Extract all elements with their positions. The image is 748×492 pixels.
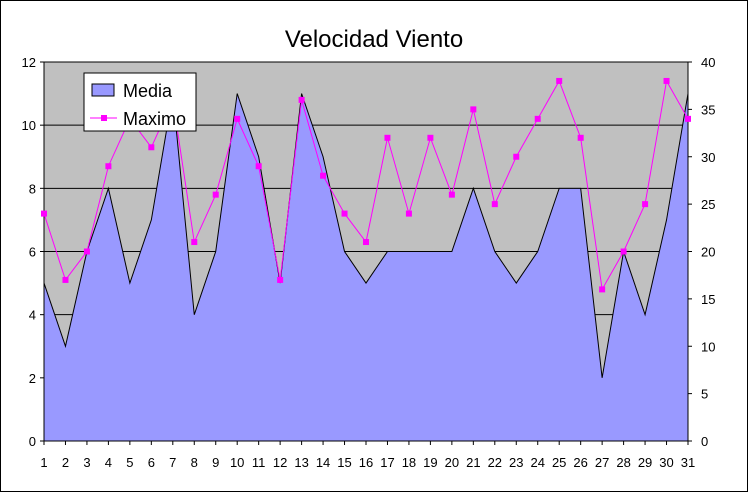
right-tick-label-35: 35 <box>701 102 715 117</box>
x-tick-label-26: 26 <box>573 455 587 470</box>
maximo-point-21 <box>470 106 477 113</box>
maximo-point-23 <box>513 153 520 160</box>
left-tick-label-10: 10 <box>22 118 36 133</box>
left-tick-label-4: 4 <box>29 308 36 323</box>
maximo-point-4 <box>105 163 112 170</box>
right-tick-label-40: 40 <box>701 55 715 70</box>
x-tick-label-23: 23 <box>509 455 523 470</box>
x-tick-label-9: 9 <box>212 455 219 470</box>
legend-swatch-media <box>91 83 115 97</box>
maximo-point-25 <box>556 77 563 84</box>
maximo-point-15 <box>341 210 348 217</box>
chart-title: Velocidad Viento <box>285 26 463 53</box>
x-tick-label-24: 24 <box>530 455 544 470</box>
maximo-point-10 <box>234 115 241 122</box>
x-tick-label-30: 30 <box>659 455 673 470</box>
x-tick-label-16: 16 <box>359 455 373 470</box>
maximo-point-29 <box>642 201 649 208</box>
maximo-point-28 <box>620 248 627 255</box>
left-tick-label-2: 2 <box>29 371 36 386</box>
maximo-markers <box>41 77 691 293</box>
x-tick-label-19: 19 <box>423 455 437 470</box>
maximo-point-20 <box>448 191 455 198</box>
legend-box <box>83 72 197 132</box>
right-tick-label-25: 25 <box>701 197 715 212</box>
right-axis: 0 5 10 15 20 25 30 35 40 <box>687 55 715 449</box>
right-tick-label-0: 0 <box>701 434 708 449</box>
x-tick-label-29: 29 <box>638 455 652 470</box>
right-tick-label-5: 5 <box>701 387 708 402</box>
legend-label-media: Media <box>123 81 173 101</box>
maximo-point-3 <box>83 248 90 255</box>
maximo-point-13 <box>298 96 305 103</box>
right-tick-label-20: 20 <box>701 245 715 260</box>
legend-label-maximo: Maximo <box>123 109 186 129</box>
maximo-point-18 <box>405 210 412 217</box>
x-tick-label-3: 3 <box>83 455 90 470</box>
x-tick-label-20: 20 <box>445 455 459 470</box>
x-tick-label-22: 22 <box>488 455 502 470</box>
maximo-point-6 <box>148 144 155 151</box>
maximo-point-14 <box>320 172 327 179</box>
left-tick-label-6: 6 <box>29 245 36 260</box>
legend-marker-maximo <box>101 115 107 121</box>
media-area <box>43 93 689 442</box>
x-tick-label-1: 1 <box>40 455 47 470</box>
left-tick-label-8: 8 <box>29 181 36 196</box>
x-tick-label-14: 14 <box>316 455 330 470</box>
maximo-point-19 <box>427 134 434 141</box>
maximo-point-1 <box>41 210 47 217</box>
x-tick-label-27: 27 <box>595 455 609 470</box>
x-tick-label-18: 18 <box>402 455 416 470</box>
left-axis: 0 2 4 6 8 10 12 <box>22 55 45 449</box>
maximo-point-2 <box>62 276 69 283</box>
left-tick-label-0: 0 <box>29 434 36 449</box>
x-tick-label-11: 11 <box>252 455 266 470</box>
maximo-point-9 <box>212 191 219 198</box>
maximo-point-31 <box>685 115 691 122</box>
x-tick-label-8: 8 <box>191 455 198 470</box>
x-tick-label-15: 15 <box>337 455 351 470</box>
maximo-point-27 <box>599 286 606 293</box>
maximo-point-17 <box>384 134 391 141</box>
x-tick-label-12: 12 <box>273 455 287 470</box>
x-tick-label-25: 25 <box>552 455 566 470</box>
left-tick-label-12: 12 <box>22 55 36 70</box>
x-tick-label-2: 2 <box>62 455 69 470</box>
x-tick-label-28: 28 <box>616 455 630 470</box>
x-tick-label-10: 10 <box>230 455 244 470</box>
x-axis: 1 2 3 4 5 6 7 8 9 10 11 12 13 14 15 16 17 18 19 20 21 22 23 24 2… <box>40 440 695 470</box>
maximo-point-8 <box>191 239 198 246</box>
right-tick-label-10: 10 <box>701 339 715 354</box>
x-tick-label-21: 21 <box>466 455 480 470</box>
legend: Media Maximo <box>83 72 197 132</box>
maximo-point-11 <box>255 163 262 170</box>
maximo-point-16 <box>363 239 369 246</box>
maximo-point-12 <box>277 276 284 283</box>
maximo-point-22 <box>491 201 498 208</box>
x-tick-label-7: 7 <box>169 455 176 470</box>
maximo-point-24 <box>534 115 541 122</box>
x-tick-label-13: 13 <box>294 455 308 470</box>
x-tick-label-31: 31 <box>681 455 695 470</box>
right-tick-label-15: 15 <box>701 292 715 307</box>
right-tick-label-30: 30 <box>701 150 715 165</box>
maximo-point-30 <box>663 77 670 84</box>
x-tick-label-5: 5 <box>126 455 133 470</box>
x-tick-label-6: 6 <box>148 455 155 470</box>
maximo-point-26 <box>577 134 584 141</box>
x-tick-label-17: 17 <box>380 455 394 470</box>
x-tick-label-4: 4 <box>105 455 112 470</box>
